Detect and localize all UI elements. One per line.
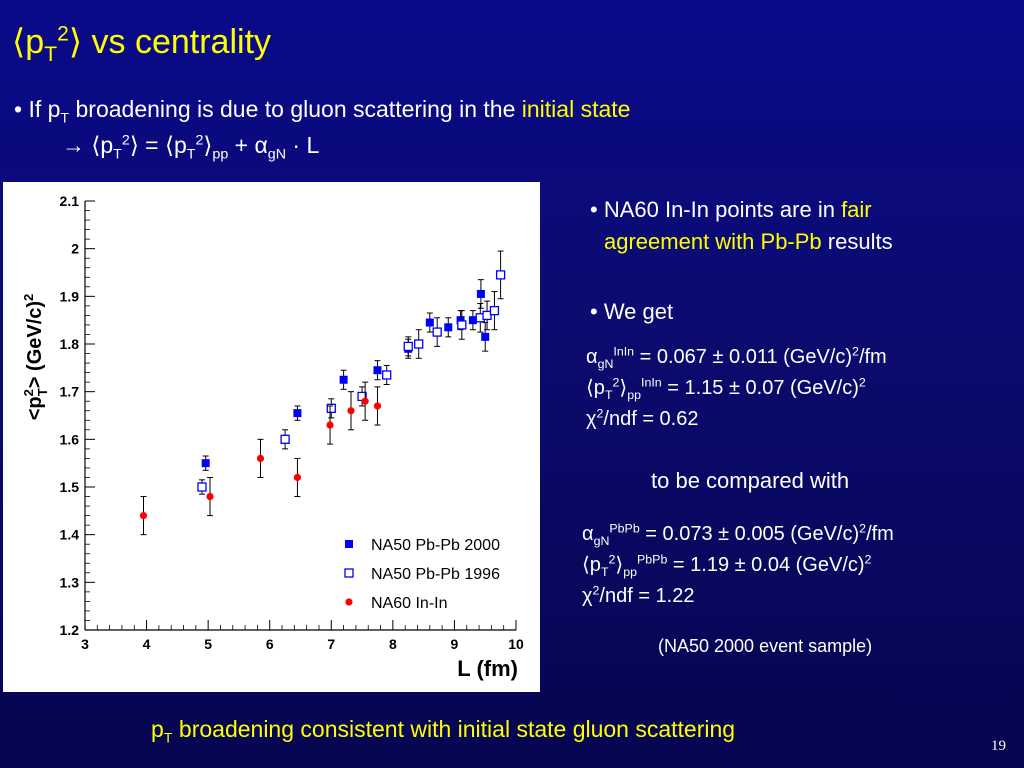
data-point-series-0 [444, 323, 453, 332]
data-point-series-1 [489, 305, 500, 316]
data-point-series-1 [197, 482, 207, 492]
data-point-series-2 [256, 454, 265, 462]
data-point-series-1 [326, 403, 336, 414]
data-point-series-0 [476, 289, 485, 298]
inin-chi2: χ2/ndf = 0.62 [586, 406, 699, 430]
data-point-series-0 [373, 366, 382, 375]
x-tick-label: 8 [389, 636, 397, 652]
y-tick-label: 1.9 [60, 288, 80, 304]
legend-label: NA50 Pb-Pb 1996 [371, 566, 500, 583]
data-point-series-2 [361, 397, 369, 405]
bullet-we-get: • We get [590, 299, 674, 324]
data-point-series-1 [414, 339, 424, 349]
x-tick-label: 5 [204, 636, 212, 652]
page-number: 19 [991, 738, 1006, 754]
data-point-series-1 [495, 270, 506, 280]
data-point-series-0 [293, 409, 302, 418]
data-point-series-2 [293, 473, 302, 482]
legend-marker [345, 540, 353, 548]
bullet-agreement: • NA60 In-In points are in fair agreemen… [590, 197, 893, 254]
pbpb-pt2pp: ⟨pT2⟩ppPbPb = 1.19 ± 0.04 (GeV/c)2 [582, 552, 872, 579]
pbpb-alpha: αgNPbPb = 0.073 ± 0.005 (GeV/c)2/fm [582, 521, 894, 548]
bullet-hypothesis: • If pT broadening is due to gluon scatt… [14, 96, 631, 127]
data-point-series-1 [403, 341, 413, 352]
x-tick-label: 7 [327, 636, 335, 652]
data-point-series-1 [482, 310, 492, 321]
pbpb-chi2: χ2/ndf = 1.22 [582, 583, 695, 607]
x-axis-label: L (fm) [457, 656, 518, 681]
y-tick-label: 1.4 [60, 527, 80, 543]
y-tick-label: 1.5 [60, 479, 80, 495]
data-point-series-0 [456, 316, 465, 325]
data-point-series-2 [206, 492, 214, 501]
legend-marker [344, 568, 354, 578]
y-tick-label: 1.2 [60, 622, 80, 638]
data-point-series-1 [280, 434, 290, 444]
legend-label: NA50 Pb-Pb 2000 [371, 537, 500, 554]
sample-note: (NA50 2000 event sample) [658, 636, 873, 656]
x-tick-label: 4 [143, 636, 151, 652]
x-tick-label: 10 [508, 636, 524, 652]
data-point-series-2 [139, 512, 148, 520]
data-point-series-1 [432, 327, 442, 337]
data-point-series-0 [201, 459, 210, 468]
slide-title: ⟨pT2⟩ vs centrality [12, 22, 272, 66]
broadening-formula: → ⟨pT2⟩ = ⟨pT2⟩pp + αgN · L [62, 132, 320, 163]
y-tick-label: 1.3 [60, 574, 80, 590]
data-point-series-1 [382, 370, 392, 380]
y-tick-label: 2 [71, 241, 79, 257]
y-tick-label: 1.8 [60, 336, 80, 352]
inin-results: αgNInIn = 0.067 ± 0.011 (GeV/c)2/fm ⟨pT2… [586, 343, 887, 434]
inin-pt2pp: ⟨pT2⟩ppInIn = 1.15 ± 0.07 (GeV/c)2 [586, 375, 866, 402]
y-tick-label: 1.6 [60, 431, 80, 447]
x-tick-label: 6 [266, 636, 274, 652]
pt2-vs-l-chart: 1.2 1.3 1.4 1.5 1.6 1.7 1.8 1.9 2 2.1 3 4 5 6 7 8 9 10 L (… [21, 193, 524, 681]
pbpb-results: αgNPbPb = 0.073 ± 0.005 (GeV/c)2/fm ⟨pT2… [582, 520, 894, 611]
conclusion: pT broadening consistent with initial st… [151, 716, 736, 747]
compare-label: to be compared with [651, 468, 850, 493]
x-tick-label: 3 [81, 636, 89, 652]
data-point-series-0 [481, 332, 490, 341]
legend-marker [345, 598, 353, 606]
chart-panel: 1.2 1.3 1.4 1.5 1.6 1.7 1.8 1.9 2 2.1 3 4 5 6 7 8 9 10 L (… [3, 182, 540, 692]
data-point-series-1 [457, 320, 467, 330]
y-tick-label: 1.7 [60, 384, 80, 400]
inin-alpha: αgNInIn = 0.067 ± 0.011 (GeV/c)2/fm [586, 344, 887, 371]
y-axis-label: <p2T> (GeV/c)2 [21, 294, 50, 421]
x-tick-label: 9 [451, 636, 459, 652]
data-point-series-2 [373, 402, 382, 410]
data-point-series-0 [339, 375, 348, 384]
data-point-series-0 [425, 318, 434, 327]
highlight-initial-state: initial state [521, 96, 631, 122]
y-tick-label: 2.1 [60, 193, 80, 209]
data-point-series-2 [326, 421, 334, 429]
data-point-series-0 [468, 316, 477, 325]
legend-label: NA60 In-In [371, 595, 447, 612]
data-point-series-2 [347, 407, 355, 415]
